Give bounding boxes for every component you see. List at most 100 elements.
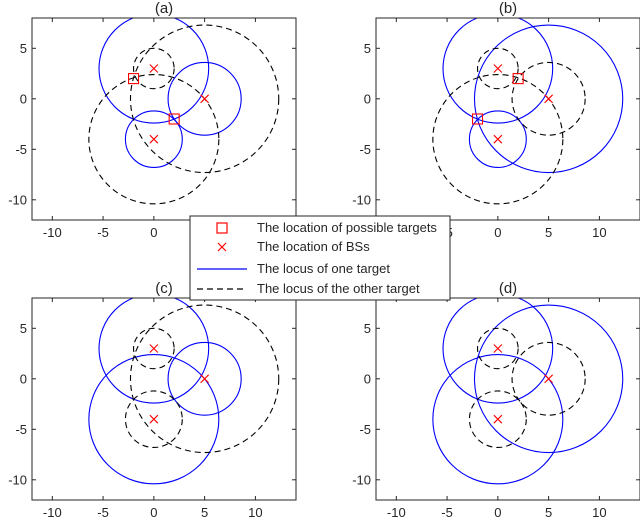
x-tick-label: 0 bbox=[494, 225, 501, 240]
panel-c: -10 -5 0 5 10 5 0 -5 -10 (c) bbox=[8, 280, 297, 520]
bs-marker bbox=[149, 344, 159, 353]
solid-locus-circle bbox=[98, 298, 210, 404]
legend-box bbox=[189, 215, 451, 301]
solid-locus-circle bbox=[88, 354, 220, 485]
bs-marker-stroke bbox=[493, 134, 503, 144]
bs-marker-stroke bbox=[544, 94, 554, 104]
bs-marker bbox=[200, 94, 210, 104]
y-tick-label: 5 bbox=[364, 321, 371, 336]
legend-label-one-target: The locus of one target bbox=[257, 261, 390, 276]
legend-square-icon bbox=[216, 222, 228, 234]
x-tick-label: -10 bbox=[387, 505, 406, 520]
bs-marker bbox=[493, 64, 503, 73]
dashed-locus-circle bbox=[511, 61, 586, 136]
axes-frame bbox=[31, 17, 297, 221]
bs-marker bbox=[493, 414, 503, 424]
x-tick-label: 10 bbox=[592, 225, 606, 240]
bs-marker-stroke bbox=[493, 414, 503, 424]
bs-marker-stroke bbox=[149, 414, 159, 424]
y-tick-label: 5 bbox=[20, 321, 27, 336]
x-tick-label: 10 bbox=[248, 505, 262, 520]
y-tick-label: -10 bbox=[8, 192, 27, 207]
solid-locus-circle bbox=[124, 110, 183, 169]
bs-marker bbox=[544, 94, 554, 104]
panel-title: (b) bbox=[499, 0, 517, 17]
solid-locus-circle bbox=[442, 18, 554, 124]
dashed-locus-circle bbox=[432, 74, 564, 205]
x-tick-label: 0 bbox=[494, 505, 501, 520]
bs-marker-stroke bbox=[200, 94, 210, 104]
dashed-locus-circle bbox=[476, 47, 519, 90]
bs-marker bbox=[149, 134, 159, 144]
bs-marker-stroke bbox=[149, 134, 159, 144]
target-marker bbox=[471, 113, 484, 125]
solid-locus-circle bbox=[167, 341, 242, 416]
dashed-locus-circle bbox=[129, 304, 280, 454]
legend-label-bs: The location of BSs bbox=[257, 239, 370, 254]
target-marker bbox=[127, 73, 140, 85]
y-tick-label: -10 bbox=[8, 472, 27, 487]
x-tick-label: 5 bbox=[545, 225, 552, 240]
x-tick-label: 0 bbox=[150, 225, 157, 240]
solid-locus-circle bbox=[473, 24, 624, 174]
y-tick-label: 5 bbox=[364, 41, 371, 56]
y-tick-label: 5 bbox=[20, 41, 27, 56]
bs-marker bbox=[149, 414, 159, 424]
legend-label-targets: The location of possible targets bbox=[257, 220, 437, 235]
dashed-locus-circle bbox=[124, 390, 183, 449]
bs-marker-stroke bbox=[544, 374, 554, 384]
y-tick-label: -5 bbox=[359, 422, 371, 437]
target-marker bbox=[168, 113, 180, 125]
solid-locus-circle bbox=[468, 110, 527, 169]
bs-marker-stroke bbox=[149, 64, 159, 73]
legend: The location of possible targets The loc… bbox=[189, 215, 451, 301]
y-tick-label: 0 bbox=[20, 91, 27, 106]
solid-locus-circle bbox=[167, 61, 242, 136]
y-tick-label: 0 bbox=[20, 371, 27, 386]
plot-area bbox=[432, 18, 624, 205]
panel-d: -10 -5 0 5 10 5 0 -5 -10 (d) bbox=[352, 280, 640, 520]
panel-title: (c) bbox=[155, 280, 173, 297]
plot-area bbox=[88, 18, 280, 205]
y-tick-label: -5 bbox=[15, 142, 27, 157]
x-tick-label: 5 bbox=[545, 505, 552, 520]
bs-marker-stroke bbox=[149, 344, 159, 353]
bs-marker bbox=[200, 374, 210, 384]
x-tick-label: -5 bbox=[97, 225, 109, 240]
x-tick-label: 5 bbox=[201, 505, 208, 520]
dashed-locus-circle bbox=[129, 24, 280, 174]
legend-cross-icon bbox=[217, 242, 227, 252]
bs-marker-stroke bbox=[493, 64, 503, 73]
x-tick-label: -5 bbox=[441, 505, 453, 520]
y-tick-label: -5 bbox=[359, 142, 371, 157]
legend-label-other-target: The locus of the other target bbox=[257, 281, 420, 296]
plot-area bbox=[88, 298, 280, 485]
dashed-locus-circle bbox=[88, 74, 220, 205]
dashed-locus-circle bbox=[132, 47, 175, 90]
y-tick-label: -10 bbox=[352, 472, 371, 487]
panels-group: -10 -5 0 5 10 5 0 -5 -10 (a) -10 -5 0 5 10 5 0 -5 -10 (b) -1… bbox=[8, 0, 640, 520]
bs-marker bbox=[544, 374, 554, 384]
bs-marker-stroke bbox=[493, 344, 503, 353]
x-tick-label: 10 bbox=[592, 505, 606, 520]
panel-title: (d) bbox=[499, 280, 517, 297]
axes-frame bbox=[375, 17, 640, 221]
target-marker bbox=[512, 73, 524, 85]
dashed-locus-circle bbox=[468, 390, 527, 449]
dashed-locus-circle bbox=[511, 341, 586, 416]
solid-locus-circle bbox=[473, 304, 624, 454]
y-tick-label: 0 bbox=[364, 91, 371, 106]
y-tick-label: -10 bbox=[352, 192, 371, 207]
solid-locus-circle bbox=[432, 354, 564, 485]
x-tick-label: -10 bbox=[43, 225, 62, 240]
x-tick-label: -10 bbox=[43, 505, 62, 520]
bs-marker bbox=[149, 64, 159, 73]
axes-frame bbox=[31, 297, 297, 501]
bs-marker-stroke bbox=[200, 374, 210, 384]
panel-title: (a) bbox=[155, 0, 173, 17]
dashed-locus-circle bbox=[476, 327, 519, 370]
dashed-locus-circle bbox=[132, 327, 175, 370]
